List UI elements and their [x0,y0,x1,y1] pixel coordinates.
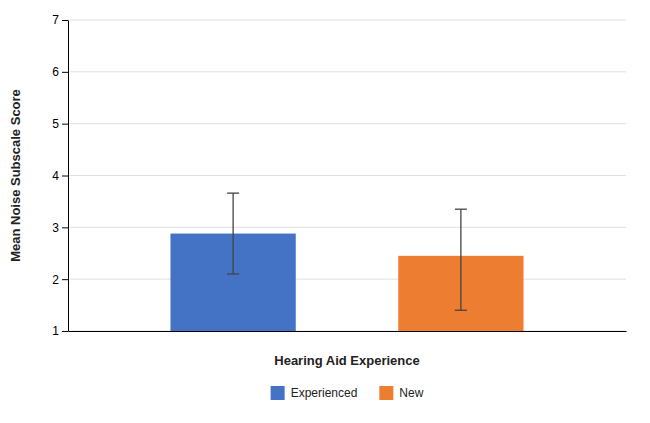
y-tick: 2 [52,273,68,287]
tick-label: 5 [52,117,59,131]
tick-mark [62,227,68,228]
grid-line [68,279,626,280]
grid-line [68,227,626,228]
tick-mark [62,20,68,21]
tick-mark [62,331,68,332]
error-cap-lower [227,273,239,274]
error-bar [455,209,467,310]
x-axis [69,331,627,332]
grid-line [68,331,626,332]
y-tick: 3 [52,221,68,235]
y-axis-title: Mean Noise Subscale Score [8,89,23,262]
legend-swatch [379,386,393,400]
y-tick: 6 [52,65,68,79]
y-tick: 7 [52,13,68,27]
tick-label: 7 [52,13,59,27]
error-line [232,193,233,274]
y-axis: 1 2 3 4 5 6 7 [52,13,68,338]
legend-swatch [271,386,285,400]
grid-line [68,123,626,124]
error-bars [227,193,467,310]
grid-line [68,71,626,72]
tick-label: 4 [52,169,59,183]
tick-label: 1 [52,324,59,338]
y-tick: 1 [52,324,68,338]
grid [68,20,626,331]
x-axis-title: Hearing Aid Experience [274,353,419,368]
legend-label: Experienced [291,386,358,400]
axis-line [68,21,69,332]
chart: 1 2 3 4 5 6 7 Hearing Aid Experience Mean Noise … [0,0,650,423]
tick-label: 6 [52,65,59,79]
y-tick: 4 [52,169,68,183]
tick-mark [62,124,68,125]
error-cap-upper [227,192,239,193]
tick-label: 2 [52,273,59,287]
grid-line [68,175,626,176]
error-cap-upper [455,209,467,210]
error-line [460,209,461,310]
plot-area: 1 2 3 4 5 6 7 [52,13,626,338]
error-bar [227,193,239,274]
bars [170,234,523,331]
y-tick: 5 [52,117,68,131]
chart-container: 1 2 3 4 5 6 7 Hearing Aid Experience Mean Noise … [0,0,650,423]
marks [170,193,523,331]
tick-mark [62,279,68,280]
tick-mark [62,72,68,73]
legend-item: Experienced [271,386,358,400]
axis-line [69,331,627,332]
tick-mark [62,176,68,177]
tick-label: 3 [52,221,59,235]
grid-line [68,20,626,21]
legend: Experienced New [271,386,424,400]
legend-label: New [399,386,423,400]
error-cap-lower [455,310,467,311]
legend-item: New [379,386,423,400]
